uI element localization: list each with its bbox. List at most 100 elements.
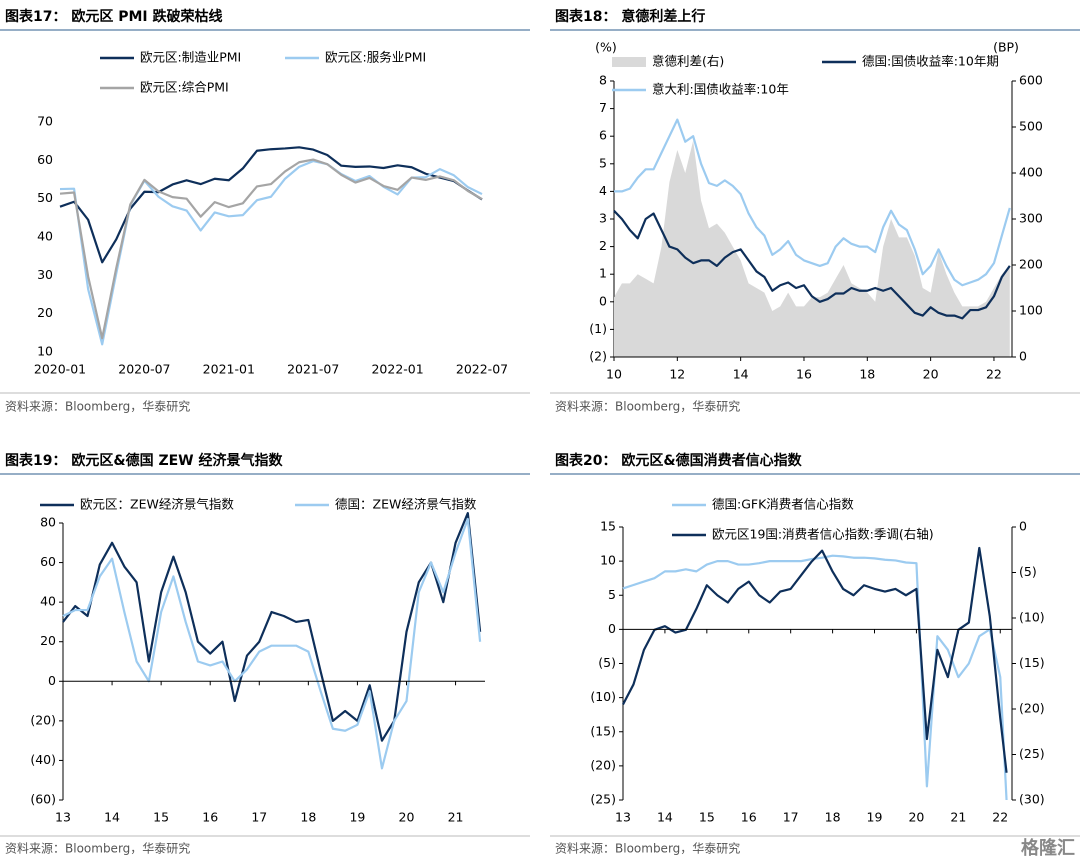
y2-tick-label: 500 [1019,119,1043,134]
y-tick-label: 8 [599,73,607,88]
y2-tick-label: 0 [1019,349,1027,364]
y-tick-label: (2) [589,349,607,364]
y-tick-label: 30 [37,267,53,282]
y-tick-label: 7 [599,100,607,115]
legend-label: 德国:国债收益率:10年期 [862,54,999,69]
x-tick-label: 19 [349,810,365,825]
x-tick-label: 14 [657,810,673,825]
y-tick-label: (25) [590,792,616,807]
y-tick-label: 4 [599,183,607,198]
y-tick-label: 2 [599,238,607,253]
line [614,118,1011,287]
legend-label: 欧元区：ZEW经济景气指数 [80,497,234,512]
chart-title: 图表20： 欧元区&德国消费者信心指数 [555,452,803,469]
line [59,158,483,340]
y2-tick-label: (10) [1019,610,1045,625]
y-tick-label: 0 [608,621,616,636]
source: 资料来源：Bloomberg，华泰研究 [555,841,740,856]
legend-label: 欧元区:服务业PMI [325,50,426,65]
x-tick-label: 2020-07 [118,362,170,377]
legend-swatch [612,57,646,67]
x-tick-label: 17 [251,810,267,825]
y2-tick-label: 600 [1019,73,1043,88]
x-tick-label: 17 [783,810,799,825]
source: 资料来源：Bloomberg，华泰研究 [5,399,190,414]
x-tick-label: 16 [741,810,757,825]
y-tick-label: 70 [37,114,53,129]
y2-tick-label: (30) [1019,792,1045,807]
y-tick-label: 60 [37,152,53,167]
y-tick-label: 5 [599,155,607,170]
watermark: 格隆汇 [1021,837,1075,859]
legend-label: 德国:GFK消费者信心指数 [712,497,854,512]
chart-title: 图表18： 意德利差上行 [555,8,705,25]
y-tick-label: 6 [599,128,607,143]
x-tick-label: 15 [153,810,169,825]
y-tick-label: 0 [599,293,607,308]
y2-axis-label: (BP) [993,40,1019,55]
source: 资料来源：Bloomberg，华泰研究 [5,841,190,856]
x-tick-label: 14 [733,367,749,382]
x-tick-label: 21 [448,810,464,825]
y-tick-label: (40) [30,752,56,767]
y-tick-label: 3 [599,211,607,226]
x-tick-label: 18 [300,810,316,825]
y-tick-label: (20) [590,757,616,772]
y-tick-label: 10 [37,344,53,359]
y2-tick-label: 200 [1019,257,1043,272]
x-tick-label: 18 [825,810,841,825]
y-tick-label: 1 [599,266,607,281]
line [622,546,1008,773]
legend-label: 欧元区:制造业PMI [140,50,241,65]
legend-label: 欧元区:综合PMI [140,80,229,95]
chart-title: 图表19： 欧元区&德国 ZEW 经济景气指数 [5,452,283,469]
y-tick-label: (20) [30,712,56,727]
x-tick-label: 16 [796,367,812,382]
x-tick-label: 13 [55,810,71,825]
legend-label: 意大利:国债收益率:10年 [652,82,789,97]
line [622,554,1008,801]
chart-title: 图表17： 欧元区 PMI 跌破荣枯线 [5,8,223,25]
y-tick-label: 40 [37,229,53,244]
x-tick-label: 2021-01 [203,362,255,377]
x-tick-label: 19 [867,810,883,825]
y-tick-label: 50 [37,190,53,205]
y-tick-label: (15) [590,723,616,738]
x-tick-label: 2022-01 [371,362,423,377]
y2-tick-label: 400 [1019,165,1043,180]
y-tick-label: 0 [48,673,56,688]
y2-tick-label: (25) [1019,746,1045,761]
x-tick-label: 20 [923,367,939,382]
x-tick-label: 13 [615,810,631,825]
y-tick-label: 20 [37,305,53,320]
y-tick-label: 15 [600,519,616,534]
y2-tick-label: 0 [1019,519,1027,534]
x-tick-label: 12 [669,367,685,382]
source: 资料来源：Bloomberg，华泰研究 [555,399,740,414]
x-tick-label: 20 [908,810,924,825]
x-tick-label: 18 [859,367,875,382]
y2-tick-label: 300 [1019,211,1043,226]
y-tick-label: (1) [589,321,607,336]
legend-label: 欧元区19国:消费者信心指数:季调(右轴) [712,527,934,542]
line [62,512,482,742]
y-tick-label: (10) [590,689,616,704]
x-tick-label: 2020-01 [34,362,86,377]
y-tick-label: (60) [30,792,56,807]
y-tick-label: 40 [40,594,56,609]
line [62,517,482,770]
x-tick-label: 21 [950,810,966,825]
x-tick-label: 2022-07 [456,362,508,377]
y-tick-label: 5 [608,587,616,602]
y2-tick-label: 100 [1019,303,1043,318]
y2-tick-label: (20) [1019,701,1045,716]
x-tick-label: 22 [986,367,1002,382]
x-tick-label: 2021-07 [287,362,339,377]
line [59,160,483,346]
legend-label: 德国：ZEW经济景气指数 [335,497,477,512]
line [613,209,1011,320]
y-tick-label: 20 [40,633,56,648]
x-tick-label: 15 [699,810,715,825]
y-axis-label: (%) [595,40,617,55]
